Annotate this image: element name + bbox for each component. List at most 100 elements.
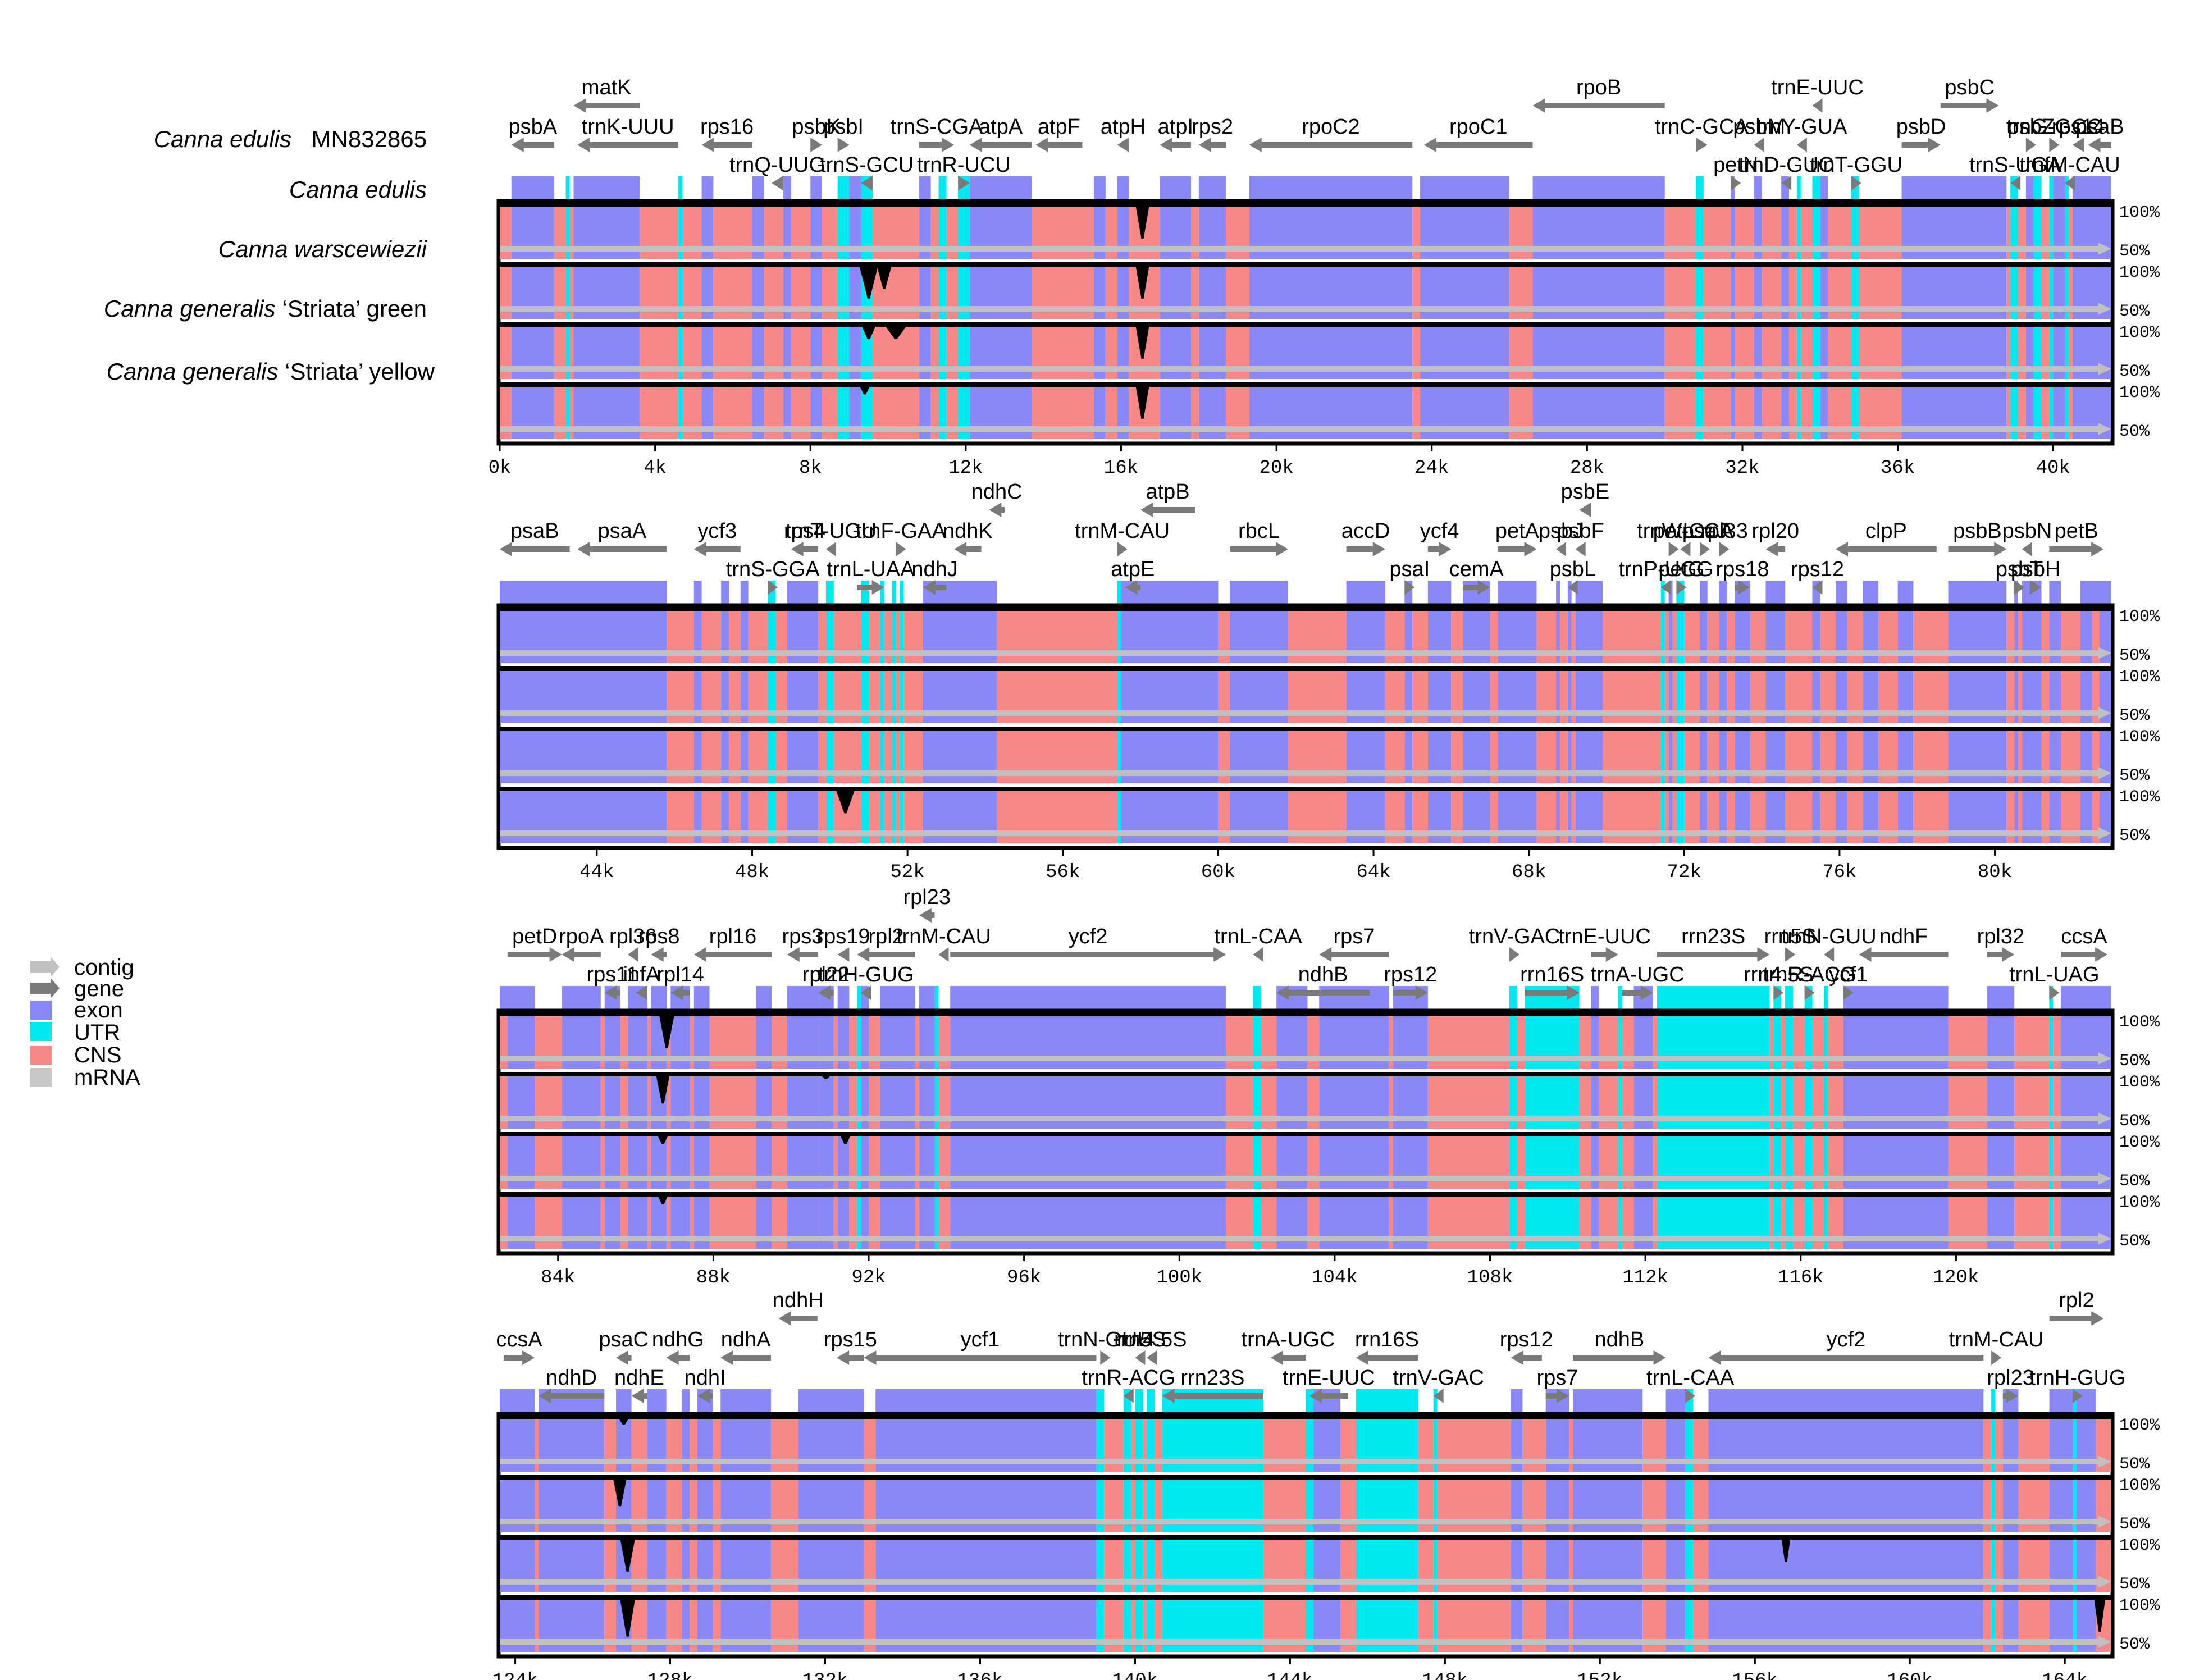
conservation-block — [1785, 1075, 1793, 1129]
axis-tick-label: 100k — [1156, 1267, 1202, 1289]
conservation-block — [2053, 1195, 2061, 1249]
conservation-block — [2041, 386, 2050, 439]
conservation-block — [1591, 1195, 1599, 1249]
gene-arrow-trnA-UGC — [1622, 985, 1653, 1000]
conservation-block — [1785, 1015, 1793, 1069]
axis-tick-label: 88k — [696, 1267, 731, 1289]
reference-feature — [880, 986, 915, 1013]
gene-label-rpoC1: rpoC1 — [1449, 115, 1508, 139]
gene-arrow-trnM-CAU — [1117, 542, 1128, 556]
legend-mrna-swatch — [30, 1068, 52, 1087]
gene-arrow-trnV-GAC — [1509, 947, 1520, 962]
gene-label-trnK-UUU: trnK-UUU — [582, 115, 674, 139]
gene-arrow-ndhI — [697, 1389, 713, 1403]
conservation-block — [1147, 1539, 1155, 1592]
conservation-block — [900, 790, 904, 843]
gene-label-trnC-GCA: trnC-GCA — [1655, 115, 1749, 139]
conservation-block — [2073, 1599, 2077, 1652]
gene-label-rps7: rps7 — [1536, 1366, 1578, 1390]
conservation-block — [1253, 1135, 1261, 1189]
conservation-block — [1707, 730, 1719, 783]
gene-arrow-rpoA — [562, 947, 601, 962]
axis-tick-label: 64k — [1356, 862, 1390, 883]
conservation-block — [1769, 1075, 1774, 1129]
conservation-block — [1785, 1135, 1793, 1189]
gene-arrow-trnM-CAU — [938, 947, 949, 962]
reference-feature — [651, 986, 667, 1013]
gene-label-petN: petN — [1713, 153, 1758, 177]
axis-tick-label: 136k — [957, 1670, 1003, 1680]
conservation-block — [1668, 610, 1673, 663]
conservation-block — [938, 1195, 951, 1249]
conservation-block — [1591, 1075, 1599, 1129]
conservation-block — [604, 1478, 616, 1532]
conservation-block — [2018, 266, 2026, 319]
gene-arrow-rps19 — [837, 947, 850, 962]
axis-tick-label: 132k — [802, 1670, 848, 1680]
conservation-block — [1995, 1539, 2003, 1592]
conservation-block — [2053, 326, 2065, 379]
reference-feature — [1901, 176, 2007, 203]
gene-label-trnfM-CAU: trnfM-CAU — [2019, 153, 2120, 177]
conservation-block — [2025, 206, 2034, 259]
gene-label-trnM-CAU: trnM-CAU — [1949, 1328, 2044, 1352]
contig-arrow — [500, 363, 2111, 375]
conservation-block — [1781, 1195, 1786, 1249]
seq-label-reference-accession: MN832865 — [312, 126, 427, 152]
conservation-block — [729, 670, 741, 723]
conservation-block — [1389, 1075, 1393, 1129]
pct-label-50: 50% — [2119, 1515, 2150, 1534]
gene-arrow-psaC — [615, 1350, 632, 1365]
conservation-block — [864, 1599, 876, 1652]
gene-label-ycf3: ycf3 — [697, 519, 737, 543]
gene-arrow-cemA — [1463, 580, 1490, 595]
axis-tick-label: 80k — [1978, 862, 2012, 883]
reference-feature — [857, 986, 861, 1013]
reference-feature — [1147, 1389, 1155, 1416]
conservation-block — [1664, 670, 1669, 723]
conservation-block — [938, 386, 947, 439]
gene-label-trnT-UGU: trnT-UGU — [786, 519, 877, 543]
gene-label-rrn5S: rrn5S — [1764, 925, 1817, 948]
conservation-block — [565, 326, 570, 379]
conservation-block — [861, 1075, 869, 1129]
gene-arrow-atpB — [1140, 503, 1195, 517]
reference-feature — [1346, 581, 1385, 608]
gene-arrow-rps12 — [1393, 985, 1428, 1000]
reference-feature — [1948, 581, 2007, 608]
conservation-block — [721, 730, 729, 783]
pct-label-100: 100% — [2119, 1193, 2160, 1212]
conservation-block — [930, 386, 939, 439]
conservation-block — [2041, 326, 2050, 379]
gene-arrow-ycf4 — [1427, 542, 1452, 556]
conservation-block — [1680, 670, 1685, 723]
conservation-block — [2065, 266, 2069, 319]
conservation-block — [1579, 1195, 1591, 1249]
conservation-block — [833, 1195, 838, 1249]
reference-feature — [1696, 176, 1704, 203]
pct-label-100: 100% — [2119, 323, 2160, 343]
conservation-block — [896, 610, 900, 663]
conservation-block — [818, 670, 826, 723]
gene-arrow-psbK — [810, 138, 822, 152]
conservation-block — [1517, 1195, 1525, 1249]
gene-label-petG: petG — [1658, 558, 1704, 581]
conservation-block — [1307, 1015, 1320, 1069]
conservation-block — [868, 790, 880, 843]
conservation-block — [1707, 790, 1719, 843]
conservation-block — [1727, 730, 1735, 783]
conservation-block — [868, 1075, 880, 1129]
pct-label-100: 100% — [2119, 728, 2160, 747]
conservation-block — [849, 1015, 857, 1069]
conservation-block — [600, 1195, 605, 1249]
gene-arrow-psaJ — [1699, 542, 1710, 556]
reference-feature — [875, 1389, 1097, 1416]
conservation-block — [1812, 1135, 1824, 1189]
conservation-block — [1131, 1539, 1135, 1592]
gene-label-rps3: rps3 — [782, 925, 823, 948]
conservation-block — [1569, 1478, 1573, 1532]
conservation-block — [833, 1135, 838, 1189]
conservation-block — [861, 670, 869, 723]
conservation-block — [1676, 790, 1681, 843]
